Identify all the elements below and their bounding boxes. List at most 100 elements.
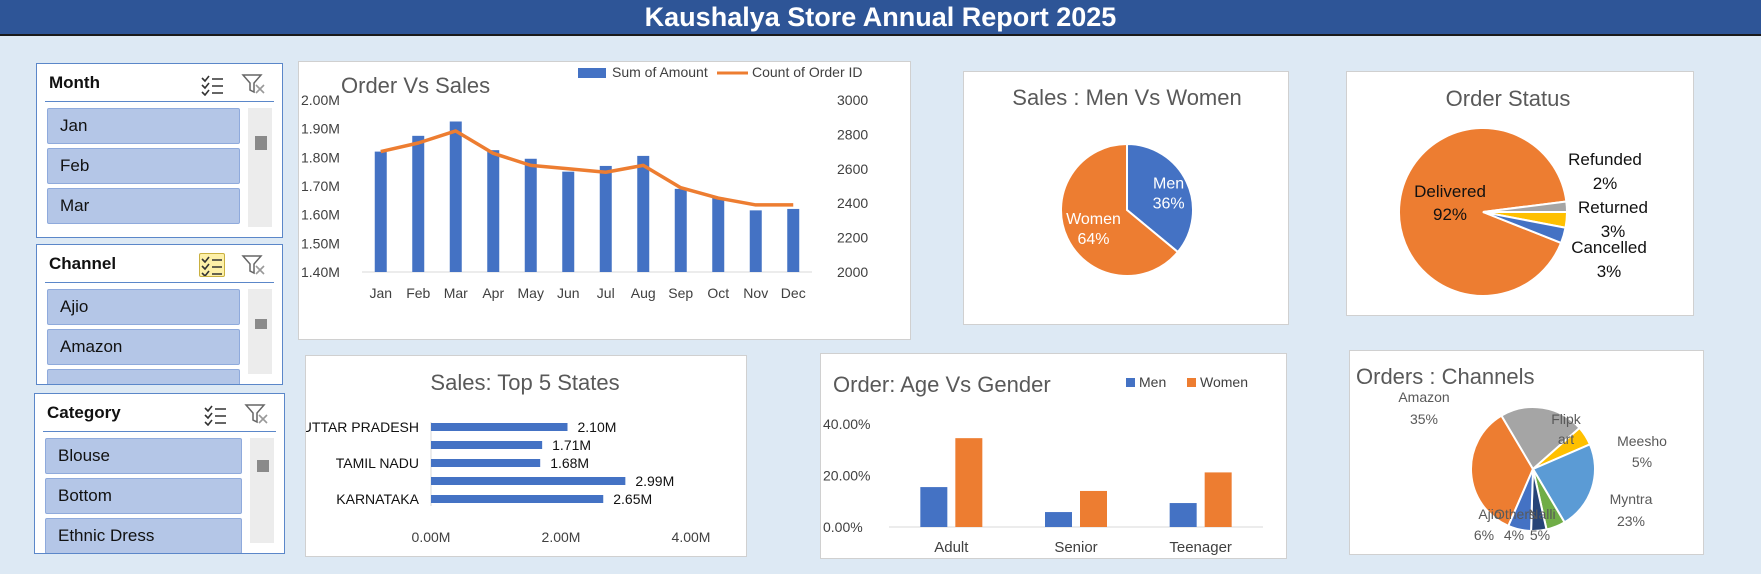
order-vs-sales-panel: Order Vs Sales Sum of Amount Count of Orde… <box>298 61 911 340</box>
legend-label-amount: Sum of Amount <box>612 64 708 80</box>
bar-value-3: 2.99M <box>635 473 674 489</box>
x-tick-jul: Jul <box>597 285 615 301</box>
x-tick-dec: Dec <box>781 285 806 301</box>
x-tick-mar: Mar <box>444 285 468 301</box>
category-slicer-scrollbar[interactable] <box>250 438 274 543</box>
chart-title: Sales : Men Vs Women <box>1012 85 1241 110</box>
orders-line <box>380 129 794 207</box>
slicer-item-jan[interactable]: Jan <box>47 108 240 144</box>
bar-women-senior <box>1080 490 1107 527</box>
y2-tick-label: 2000 <box>837 264 868 280</box>
bar-value-1: 1.71M <box>552 437 591 453</box>
pie-label-men: Men <box>1153 175 1184 192</box>
legend-swatch-women <box>1187 378 1196 387</box>
status-pie-slice-3 <box>1482 211 1567 245</box>
bar-women-teenager <box>1204 472 1232 527</box>
men-vs-women-panel: Sales : Men Vs Women Men 36% Women 64% <box>963 71 1289 325</box>
y-tick-label: 0.00% <box>823 519 863 535</box>
legend-label-orders: Count of Order ID <box>752 64 863 80</box>
bar-state-2 <box>431 459 541 467</box>
x-tick-feb: Feb <box>406 285 430 301</box>
bar-state-1 <box>431 441 543 449</box>
channel-slicer-items: Ajio Amazon <box>47 289 240 384</box>
x-tick-may: May <box>518 285 544 301</box>
x-tick-apr: Apr <box>482 285 504 301</box>
scrollbar-thumb[interactable] <box>257 460 269 472</box>
month-slicer-scrollbar[interactable] <box>248 108 272 227</box>
y-tick-label: 1.90M <box>301 121 340 137</box>
chart-title: Sales: Top 5 States <box>430 370 619 395</box>
multi-select-icon[interactable] <box>199 72 225 97</box>
bar-may <box>524 158 537 272</box>
channel-slicer-scrollbar[interactable] <box>248 289 272 374</box>
bar-jul <box>599 165 612 272</box>
x-tick-aug: Aug <box>631 285 656 301</box>
multi-select-icon[interactable] <box>202 402 228 427</box>
x-tick-label: 2.00M <box>542 529 581 545</box>
slicer-item-amazon[interactable]: Amazon <box>47 329 240 365</box>
pie-value-women: 64% <box>1078 231 1110 248</box>
order-status-chart: Order Status Delivered 92% Refunded 2% Return… <box>1398 86 1648 297</box>
multi-select-icon[interactable] <box>199 253 225 278</box>
scrollbar-thumb[interactable] <box>255 136 267 150</box>
y2-tick-label: 2800 <box>837 126 868 142</box>
clear-filter-icon[interactable] <box>241 72 267 96</box>
y-tick-label: 20.00% <box>823 468 870 484</box>
pie-value-men: 36% <box>1153 195 1185 212</box>
y2-tick-label: 2200 <box>837 230 868 246</box>
channel-pie-slice-6 <box>1507 468 1534 533</box>
bar-apr <box>487 150 500 272</box>
chart-title: Order Vs Sales <box>341 73 490 98</box>
clear-filter-icon[interactable] <box>244 402 270 426</box>
pie-label-amazon: Amazon <box>1398 389 1449 405</box>
channel-pie-slice-3 <box>1531 443 1596 524</box>
bar-aug <box>637 155 650 272</box>
y-tick-label: 2.00M <box>301 92 340 108</box>
slicer-item-feb[interactable]: Feb <box>47 148 240 184</box>
bar-dec <box>787 208 800 272</box>
pie-label-others: Others <box>1494 506 1536 522</box>
y2-tick-label: 3000 <box>837 92 868 108</box>
slicer-item-ajio[interactable]: Ajio <box>47 289 240 325</box>
age-vs-gender-chart: Order: Age Vs Gender Men Women 0.00% 20.00% 4… <box>823 372 1263 556</box>
pie-label-ajio: Ajio <box>1478 506 1502 522</box>
pie-value-refunded: 2% <box>1593 174 1618 193</box>
bar-jun <box>562 171 575 272</box>
pie-label-flipkart: Flipk <box>1551 411 1582 427</box>
bar-sep <box>674 188 687 272</box>
x-tick-nov: Nov <box>743 285 768 301</box>
channel-slicer-title: Channel <box>49 254 117 273</box>
category-slicer-items: Blouse Bottom Ethnic Dress <box>45 438 242 553</box>
clear-filter-icon[interactable] <box>241 253 267 277</box>
chart-title: Order: Age Vs Gender <box>833 372 1051 397</box>
slicer-item-bottom[interactable]: Bottom <box>45 478 242 514</box>
category-slicer: Category Blouse Bottom Ethnic Dress <box>34 393 285 554</box>
pie-value-meesho: 5% <box>1632 454 1652 470</box>
y2-tick-label: 2400 <box>837 195 868 211</box>
x-tick-teenager: Teenager <box>1169 539 1232 556</box>
pie-value-delivered: 92% <box>1433 205 1467 224</box>
slicer-item-ethnic-dress[interactable]: Ethnic Dress <box>45 518 242 553</box>
x-tick-adult: Adult <box>934 539 969 556</box>
top-5-states-chart: Sales: Top 5 States 2.10M UTTAR PRADESH 1.7… <box>306 370 710 545</box>
month-slicer-title: Month <box>49 73 100 92</box>
bar-state-4 <box>431 495 604 503</box>
y-tick-karnataka: KARNATAKA <box>336 491 419 507</box>
month-slicer-header: Month <box>45 64 274 102</box>
x-tick-sep: Sep <box>668 285 693 301</box>
x-tick-oct: Oct <box>707 285 729 301</box>
x-tick-jun: Jun <box>557 285 580 301</box>
pie-label-returned: Returned <box>1578 198 1648 217</box>
report-title: Kaushalya Store Annual Report 2025 <box>0 0 1761 36</box>
month-slicer: Month Jan Feb Mar <box>36 63 283 238</box>
scrollbar-thumb[interactable] <box>255 319 267 329</box>
slicer-item-blouse[interactable]: Blouse <box>45 438 242 474</box>
legend-label-men: Men <box>1139 374 1166 390</box>
bar-feb <box>412 135 425 272</box>
slicer-item-mar[interactable]: Mar <box>47 188 240 224</box>
y-tick-label: 1.80M <box>301 149 340 165</box>
slicer-item-hidden[interactable] <box>47 369 240 384</box>
bar-state-0 <box>431 423 568 431</box>
pie-value-others: 4% <box>1504 527 1524 543</box>
